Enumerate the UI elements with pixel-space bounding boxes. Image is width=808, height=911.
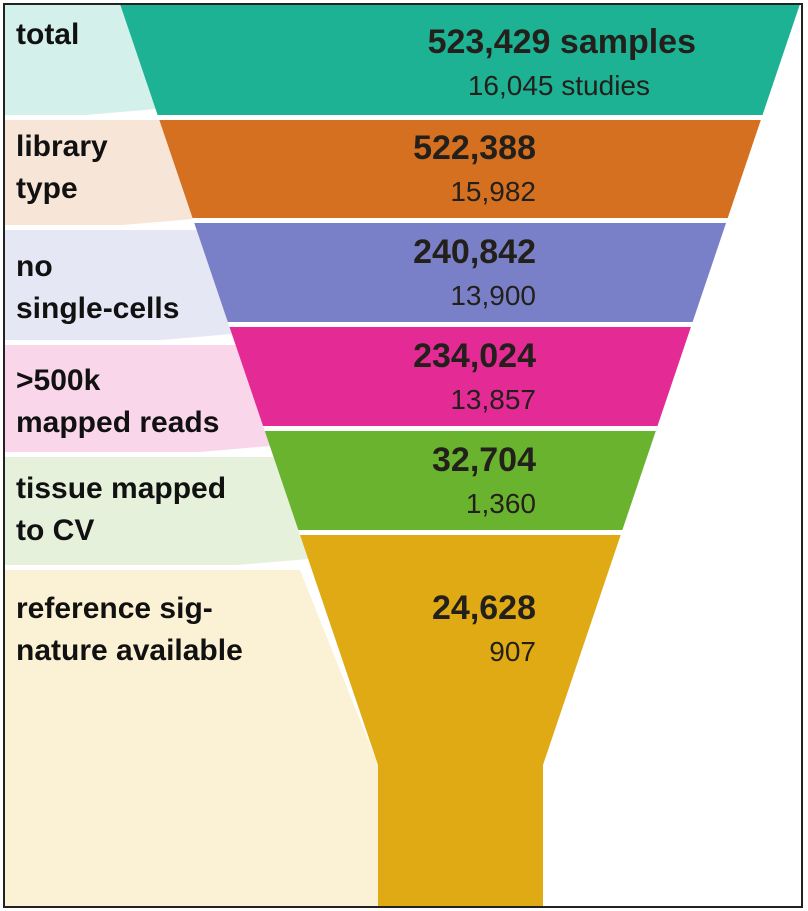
study-count: 13,900: [450, 280, 536, 311]
stage-count-2: 522,388 15,982: [413, 128, 536, 210]
stage-label-bg-4: [4, 345, 270, 452]
funnel-band-1: [120, 4, 800, 115]
stage-count-6: 24,628 907: [432, 588, 536, 670]
funnel-band-5: [264, 431, 656, 530]
stage-count-4: 234,024 13,857: [413, 336, 536, 418]
stage-label-4: >500k mapped reads: [16, 360, 219, 444]
stage-count-5: 32,704 1,360: [432, 440, 536, 522]
funnel-band-2: [159, 120, 761, 218]
funnel-band-6: [300, 535, 621, 907]
sample-count: 32,704: [432, 441, 536, 479]
study-count: 16,045 studies: [467, 70, 650, 101]
stage-label-5: tissue mapped to CV: [16, 468, 226, 552]
sample-count: 522,388: [413, 129, 536, 167]
diagram-frame: [3, 3, 803, 908]
sample-count: 234,024: [413, 337, 536, 375]
stage-label-bg-2: [4, 120, 193, 225]
stage-label-line: nature available: [16, 634, 243, 667]
study-count: 15,982: [450, 176, 536, 207]
sample-count: 24,628: [432, 589, 536, 627]
stage-label-line: mapped reads: [16, 406, 220, 439]
stage-label-line: tissue mapped: [16, 472, 227, 505]
study-count: 907: [489, 636, 536, 667]
stage-label-1: total: [16, 14, 79, 56]
stage-label-2: library type: [16, 126, 108, 210]
stage-label-line: >500k: [16, 364, 101, 397]
stage-label-line: library: [16, 130, 108, 163]
stage-label-bg-3: [4, 230, 232, 340]
study-count: 1,360: [465, 488, 536, 519]
sample-count: 523,429 samples: [427, 23, 696, 61]
stage-label-line: to CV: [16, 514, 95, 547]
stage-label-line: total: [16, 18, 80, 51]
funnel-band-4: [229, 327, 691, 426]
stage-label-bg-5: [4, 457, 309, 565]
funnel-band-3: [194, 223, 727, 322]
sample-count: 240,842: [413, 233, 536, 271]
stage-count-1: 523,429 samples 16,045 studies: [428, 22, 696, 104]
stage-label-line: reference sig-: [16, 592, 213, 625]
study-count: 13,857: [450, 384, 536, 415]
stage-label-line: type: [16, 172, 78, 205]
stage-label-3: no single-cells: [16, 246, 179, 330]
stage-count-3: 240,842 13,900: [413, 232, 536, 314]
stage-label-6: reference sig-nature available: [16, 588, 243, 672]
stage-label-line: no: [16, 250, 53, 283]
stage-label-bg-1: [4, 4, 156, 115]
stage-label-line: single-cells: [16, 292, 180, 325]
stage-label-bg-6: [4, 570, 378, 907]
